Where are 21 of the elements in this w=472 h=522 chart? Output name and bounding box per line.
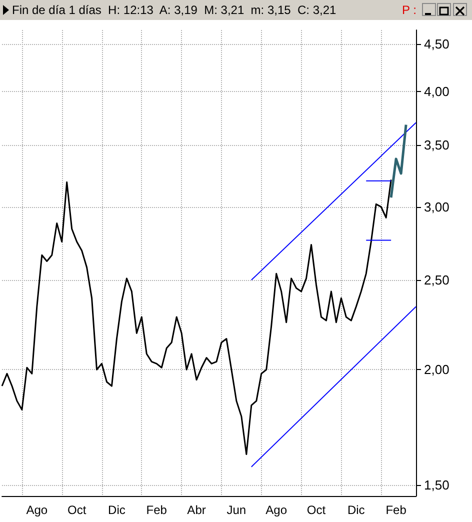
text: P : bbox=[402, 3, 416, 17]
y-tick-label: 2,50 bbox=[424, 272, 450, 288]
y-tick-label: 2,00 bbox=[424, 362, 450, 378]
x-tick-label: Jun bbox=[226, 503, 246, 517]
y-tick-label: 4,00 bbox=[424, 84, 450, 99]
x-tick-label: Dic bbox=[347, 503, 365, 517]
x-tick-label: Abr bbox=[187, 503, 206, 517]
x-tick-label: Feb bbox=[146, 503, 168, 517]
y-tick-label: 3,50 bbox=[424, 137, 450, 152]
x-tick-label: Oct bbox=[306, 503, 326, 517]
x-tick-label: Feb bbox=[386, 503, 407, 517]
chart-title: Fin de día 1 días H: 12:13 A: 3,19 M: 3,21 m: 3,15 C: 3,21 bbox=[12, 3, 337, 17]
line-series bbox=[390, 124, 408, 199]
y-tick-label: 1,50 bbox=[424, 478, 450, 493]
x-tick-label: Ago bbox=[26, 503, 48, 517]
x-tick-label: Oct bbox=[67, 503, 87, 517]
x-tick-label: Ago bbox=[266, 503, 288, 517]
x-tick-label: Dic bbox=[108, 503, 126, 517]
y-tick-label: 3,00 bbox=[424, 199, 450, 214]
y-tick-label: 4,50 bbox=[424, 36, 450, 52]
line-series bbox=[1, 178, 392, 455]
